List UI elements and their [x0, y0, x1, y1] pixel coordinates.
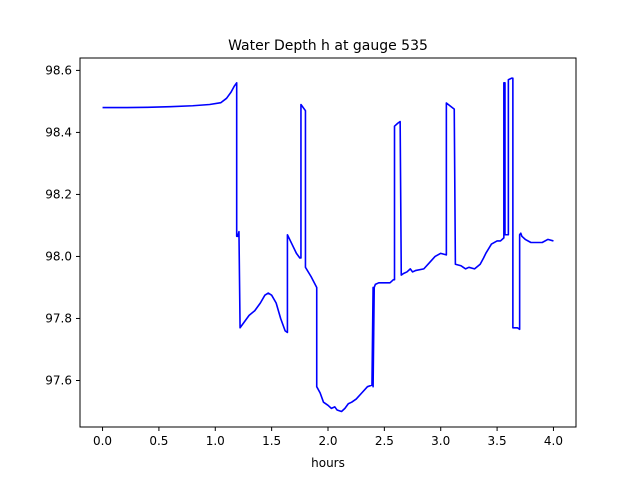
- y-tick-label: 98.0: [45, 249, 72, 263]
- y-tick-label: 98.4: [45, 125, 72, 139]
- y-tick-label: 98.6: [45, 63, 72, 77]
- x-tick-label: 0.0: [93, 434, 112, 448]
- x-tick-label: 2.0: [318, 434, 337, 448]
- plot-area: [102, 77, 554, 413]
- x-tick-label: 2.5: [375, 434, 394, 448]
- axes-frame: [79, 57, 577, 428]
- y-tick-label: 97.6: [45, 373, 72, 387]
- x-tick-label: 3.0: [431, 434, 450, 448]
- x-axis-label: hours: [311, 456, 345, 470]
- y-axis-ticks: 97.6 97.8 98.0 98.2 98.4 98.6: [45, 63, 80, 387]
- x-axis-ticks: 0.0 0.5 1.0 1.5 2.0 2.5 3.0 3.5 4.0: [93, 427, 563, 448]
- y-tick-label: 97.8: [45, 311, 72, 325]
- x-tick-label: 1.5: [262, 434, 281, 448]
- series-line-0: [102, 77, 554, 413]
- chart-title: Water Depth h at gauge 535: [228, 38, 428, 54]
- y-tick-label: 98.2: [45, 187, 72, 201]
- x-tick-label: 3.5: [488, 434, 507, 448]
- x-tick-label: 4.0: [544, 434, 563, 448]
- x-tick-label: 0.5: [149, 434, 168, 448]
- x-tick-label: 1.0: [206, 434, 225, 448]
